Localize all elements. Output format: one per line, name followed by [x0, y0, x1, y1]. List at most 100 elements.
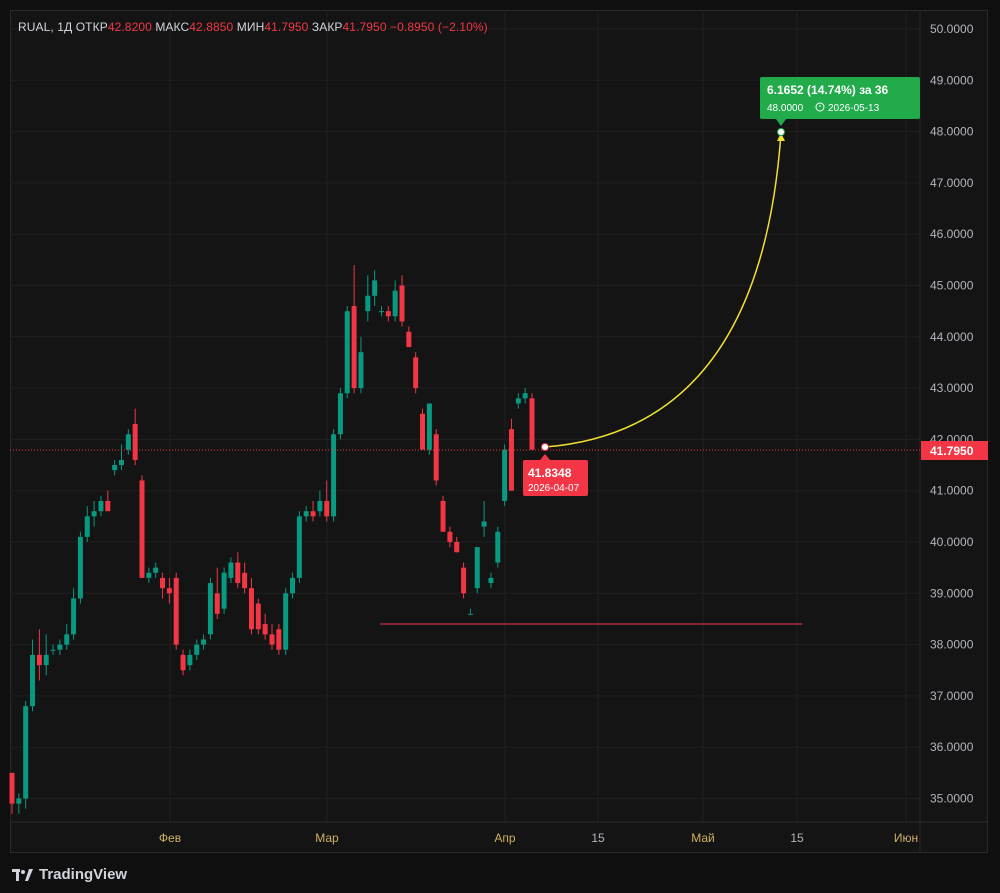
candle [440, 495, 446, 532]
open-label: ОТКР [75, 20, 108, 34]
candle [529, 393, 535, 450]
candle-body [358, 352, 364, 389]
candle-body [43, 654, 49, 666]
candle [344, 306, 350, 399]
price-tick-label: 37.0000 [930, 689, 974, 703]
candle-body [337, 393, 343, 435]
candle-body [71, 598, 77, 635]
time-tick-label: Июн [894, 831, 918, 845]
candle [467, 608, 473, 615]
low-value: 41.7950 [264, 20, 309, 34]
change-percent: (−2.10%) [437, 20, 488, 34]
candle-body [112, 465, 118, 471]
candle-body [413, 357, 419, 389]
candle [125, 429, 131, 455]
candle-body [324, 500, 330, 517]
current-price-value: 41.7950 [930, 444, 974, 458]
ohlc-legend: RUAL, 1Д ОТКР42.8200 МАКС42.8850 МИН41.7… [18, 20, 488, 34]
candle-body [303, 511, 309, 517]
candle-body [426, 403, 432, 450]
candle-body [139, 480, 145, 578]
price-tick-label: 47.0000 [930, 176, 974, 190]
candle-body [276, 629, 282, 650]
forecast-change-text: 6.1652 (14.74%) за 36 [767, 83, 889, 97]
candle [406, 326, 412, 348]
close-label: ЗАКР [311, 20, 343, 34]
price-tick-label: 48.0000 [930, 125, 974, 139]
time-tick-label: 15 [591, 831, 605, 845]
price-tick-label: 50.0000 [930, 22, 974, 36]
candle-body [317, 500, 323, 512]
tradingview-logo[interactable]: TradingView [12, 866, 127, 883]
forecast-curve[interactable] [544, 132, 782, 448]
candle [508, 418, 514, 491]
candle-body [399, 285, 405, 322]
candle-body [50, 649, 56, 651]
candle [262, 613, 268, 640]
candle-body [16, 798, 22, 804]
forecast-start-handle[interactable] [541, 443, 549, 451]
candle [255, 598, 261, 635]
candle [269, 624, 275, 650]
candle [118, 444, 124, 471]
chart-panel[interactable] [10, 10, 988, 853]
candle [23, 701, 29, 809]
candle [221, 567, 227, 614]
price-tick-label: 44.0000 [930, 330, 974, 344]
chart-canvas[interactable]: 41.8348 2026-04-07 6.1652 (14.74%) за 36… [0, 0, 1000, 856]
candle-body [118, 459, 124, 466]
price-tick-label: 40.0000 [930, 535, 974, 549]
current-price-tag: 41.7950 [921, 441, 988, 460]
candle-body [488, 577, 494, 584]
open-value: 42.8200 [107, 20, 152, 34]
candle [317, 490, 323, 517]
price-tick-label: 46.0000 [930, 227, 974, 241]
candle [337, 388, 343, 440]
candle-body [508, 429, 514, 491]
candle-body [194, 644, 200, 655]
candle [365, 275, 371, 322]
forecast-target-price: 48.0000 [767, 103, 804, 114]
candle [474, 547, 480, 594]
symbol-name[interactable]: RUAL [18, 20, 51, 34]
price-tick-label: 35.0000 [930, 792, 974, 806]
candle [50, 644, 56, 655]
candle [180, 649, 186, 676]
close-value: 41.7950 [342, 20, 387, 34]
candle-body [420, 413, 426, 450]
candle [173, 572, 179, 650]
forecast-start-date: 2026-04-07 [528, 483, 580, 494]
candle [160, 572, 166, 599]
candle [132, 408, 138, 466]
candle [235, 552, 241, 589]
candle-body [77, 536, 83, 599]
forecast-target-handle[interactable] [777, 128, 785, 136]
candle-body [166, 588, 172, 594]
price-tick-label: 38.0000 [930, 638, 974, 652]
interval[interactable]: 1Д [57, 20, 73, 34]
time-axis[interactable]: Фев Мар Апр 15 Май 15 Июн [159, 831, 918, 845]
candle [276, 624, 282, 655]
candle [502, 444, 508, 507]
candle-body [23, 706, 29, 799]
price-axis[interactable]: 50.0000 49.0000 48.0000 47.0000 46.0000 45.00… [930, 22, 974, 806]
candle [146, 567, 152, 584]
candle-body [153, 567, 159, 573]
candle [392, 280, 398, 322]
candle-body [392, 290, 398, 317]
price-tick-label: 39.0000 [930, 586, 974, 600]
candle [105, 490, 111, 512]
candle [413, 352, 419, 394]
candle-body [98, 500, 104, 512]
candle [351, 264, 357, 394]
change-value: −0.8950 [390, 20, 435, 34]
candle [283, 588, 289, 655]
candle-body [365, 295, 371, 312]
candle-body [248, 588, 254, 630]
candle [426, 403, 432, 455]
footer: TradingView [0, 856, 1000, 893]
candle [488, 572, 494, 589]
high-label: МАКС [155, 20, 190, 34]
candle-body [132, 424, 138, 460]
candle-body [228, 562, 234, 578]
